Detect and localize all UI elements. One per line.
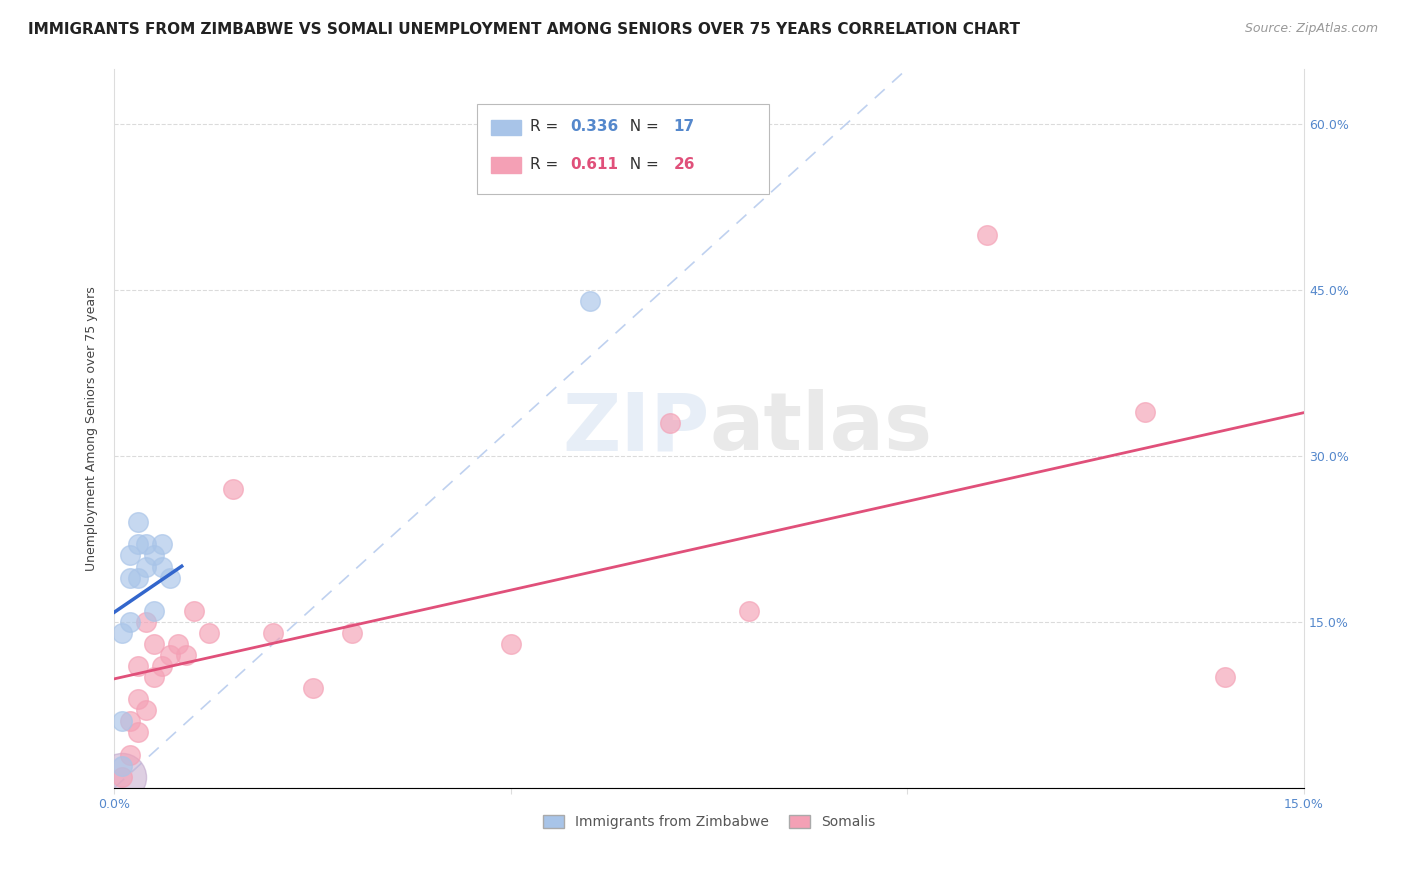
Point bbox=[127, 659, 149, 673]
Point bbox=[159, 648, 181, 662]
Point bbox=[111, 758, 134, 772]
FancyBboxPatch shape bbox=[492, 120, 522, 136]
Point bbox=[166, 637, 188, 651]
Point bbox=[499, 637, 522, 651]
Point bbox=[127, 537, 149, 551]
Point bbox=[738, 604, 761, 618]
Point bbox=[127, 725, 149, 739]
Text: Source: ZipAtlas.com: Source: ZipAtlas.com bbox=[1244, 22, 1378, 36]
Text: R =: R = bbox=[530, 157, 568, 171]
Point bbox=[135, 559, 157, 574]
Point bbox=[1213, 670, 1236, 684]
Point bbox=[127, 692, 149, 706]
Text: R =: R = bbox=[530, 120, 562, 135]
Point bbox=[262, 626, 284, 640]
Text: N =: N = bbox=[620, 157, 664, 171]
Point bbox=[183, 604, 205, 618]
Point bbox=[159, 571, 181, 585]
Point bbox=[120, 747, 142, 762]
Point bbox=[135, 537, 157, 551]
Point bbox=[111, 770, 134, 784]
Point bbox=[976, 227, 998, 242]
Point bbox=[120, 571, 142, 585]
Text: 26: 26 bbox=[673, 157, 695, 171]
Text: 0.611: 0.611 bbox=[569, 157, 619, 171]
Point bbox=[135, 615, 157, 629]
Point bbox=[301, 681, 323, 696]
Point bbox=[135, 703, 157, 717]
Point bbox=[120, 549, 142, 563]
Text: N =: N = bbox=[620, 120, 664, 135]
Y-axis label: Unemployment Among Seniors over 75 years: Unemployment Among Seniors over 75 years bbox=[86, 285, 98, 571]
Point bbox=[222, 482, 245, 496]
Point bbox=[142, 549, 165, 563]
FancyBboxPatch shape bbox=[492, 157, 522, 173]
Point bbox=[150, 659, 173, 673]
Point bbox=[150, 559, 173, 574]
Point bbox=[120, 714, 142, 729]
Text: atlas: atlas bbox=[709, 389, 932, 467]
Point bbox=[127, 571, 149, 585]
Point bbox=[142, 604, 165, 618]
Point bbox=[198, 626, 221, 640]
Point bbox=[127, 515, 149, 529]
Legend: Immigrants from Zimbabwe, Somalis: Immigrants from Zimbabwe, Somalis bbox=[537, 810, 882, 835]
Point bbox=[658, 416, 681, 430]
Point bbox=[120, 615, 142, 629]
FancyBboxPatch shape bbox=[477, 104, 769, 194]
Point bbox=[142, 637, 165, 651]
Text: IMMIGRANTS FROM ZIMBABWE VS SOMALI UNEMPLOYMENT AMONG SENIORS OVER 75 YEARS CORR: IMMIGRANTS FROM ZIMBABWE VS SOMALI UNEMP… bbox=[28, 22, 1021, 37]
Point bbox=[579, 293, 602, 308]
Point bbox=[111, 770, 134, 784]
Point bbox=[111, 714, 134, 729]
Text: 17: 17 bbox=[673, 120, 695, 135]
Point bbox=[142, 670, 165, 684]
Point bbox=[111, 626, 134, 640]
Point bbox=[1135, 404, 1157, 418]
Point bbox=[174, 648, 197, 662]
Text: ZIP: ZIP bbox=[562, 389, 709, 467]
Point bbox=[150, 537, 173, 551]
Text: 0.336: 0.336 bbox=[569, 120, 619, 135]
Point bbox=[342, 626, 364, 640]
